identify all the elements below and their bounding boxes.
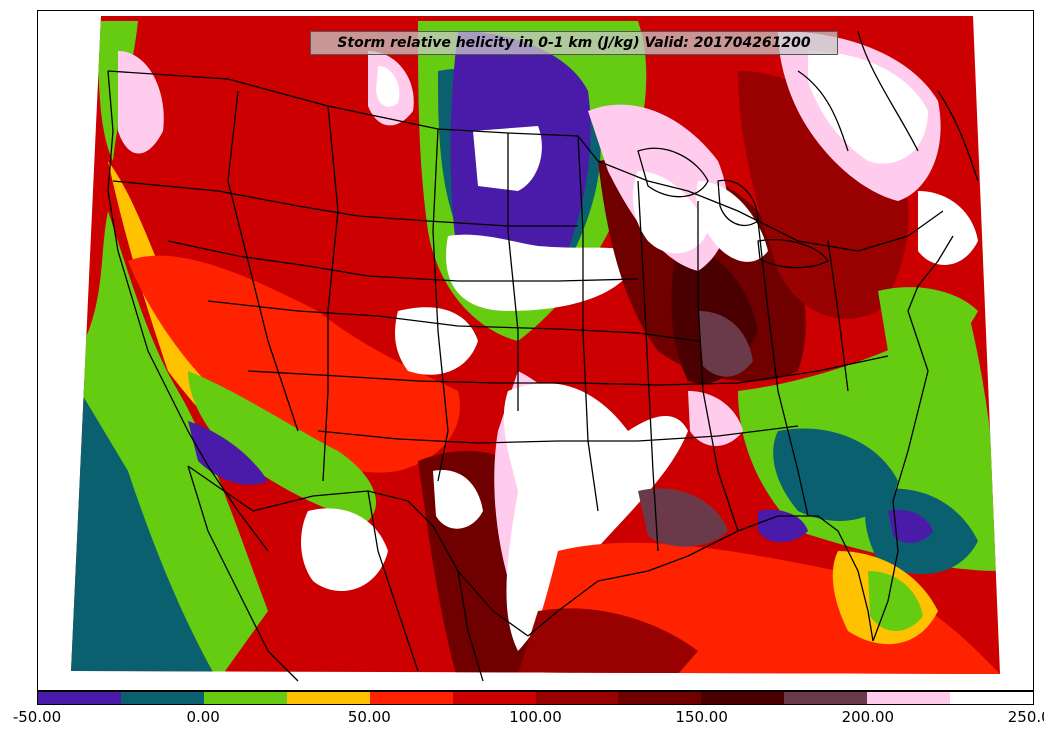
us-canada-border [107,70,944,252]
region-nebraska-white [446,234,638,311]
state-line-v4 [507,133,519,411]
region-appalachian-pink [688,391,743,446]
region-ohio-mauve [698,311,753,377]
state-line-5 [317,425,799,444]
region-nm-white [301,508,388,591]
colorbar-segment [950,692,1034,704]
state-line-v8 [757,220,809,517]
region-louisiana-mauve [638,488,728,547]
colorbar-tick-label: 0.00 [186,708,220,726]
state-line-v7 [697,201,739,532]
colorbar-segment [867,692,951,704]
region-lakes-white [632,171,708,254]
region-gulf-dark [518,608,698,674]
colorbar-segment [120,692,204,704]
state-line-v6 [637,180,659,552]
region-quebec-white [808,51,928,164]
state-line-4 [247,355,889,386]
helicity-map [71,16,1000,682]
state-line-v9 [827,240,849,392]
mexico-outline [187,465,484,682]
state-line-3 [207,300,699,342]
region-atlantic-purple [888,509,933,543]
state-line-v5 [577,135,599,512]
region-panhandle-white [433,470,483,529]
state-line-v3 [432,128,449,482]
colorbar-segment [452,692,536,704]
region-southeast-purple [758,509,808,543]
colorbar-tick-label: -50.00 [12,708,62,726]
atlantic-coast [872,235,954,642]
colorbar-segment [618,692,702,704]
state-line-v2 [322,105,339,482]
region-northwest-pink [118,51,164,154]
colorbar-tick-label: 50.00 [347,708,391,726]
region-rockies-green [188,371,377,521]
region-idaho-white [376,66,400,107]
colorbar [37,691,1034,705]
colorbar-segment [535,692,619,704]
region-rockies-mixed [128,255,460,473]
title-box: Storm relative helicity in 0-1 km (J/kg)… [310,31,838,55]
colorbar-tick-label: 100.00 [509,708,562,726]
colorbar-tick-label: 250.00 [1007,708,1044,726]
us-mexico-border [187,465,529,637]
colorbar-segment [369,692,453,704]
colorbar-segment [784,692,868,704]
region-west-green [71,211,268,674]
colorbar-labels: -50.00 0.00 50.00 100.00 150.00 200.00 250.00 [0,708,1044,732]
map-title: Storm relative helicity in 0-1 km (J/kg)… [337,35,811,51]
colorbar-segment [286,692,370,704]
boundaries [107,30,979,682]
region-mid-atlantic-green [878,287,978,355]
state-line-v1 [227,90,299,432]
colorbar-tick-label: 150.00 [675,708,728,726]
state-line-2 [167,240,639,282]
colorbar-segment [38,692,121,704]
colorbar-tick-label: 200.00 [841,708,895,726]
region-southwest-purple [188,421,268,485]
gulf-coast [527,515,874,642]
colorbar-segment [203,692,287,704]
region-maritime-white [918,191,978,265]
west-coast [107,70,269,552]
region-pacific-low [71,351,218,674]
colorbar-segment [701,692,785,704]
canada-province-lines [797,30,979,182]
great-lakes-outline [637,147,829,269]
region-kansas-white [395,307,478,375]
map-frame: Storm relative helicity in 0-1 km (J/kg)… [37,10,1034,691]
